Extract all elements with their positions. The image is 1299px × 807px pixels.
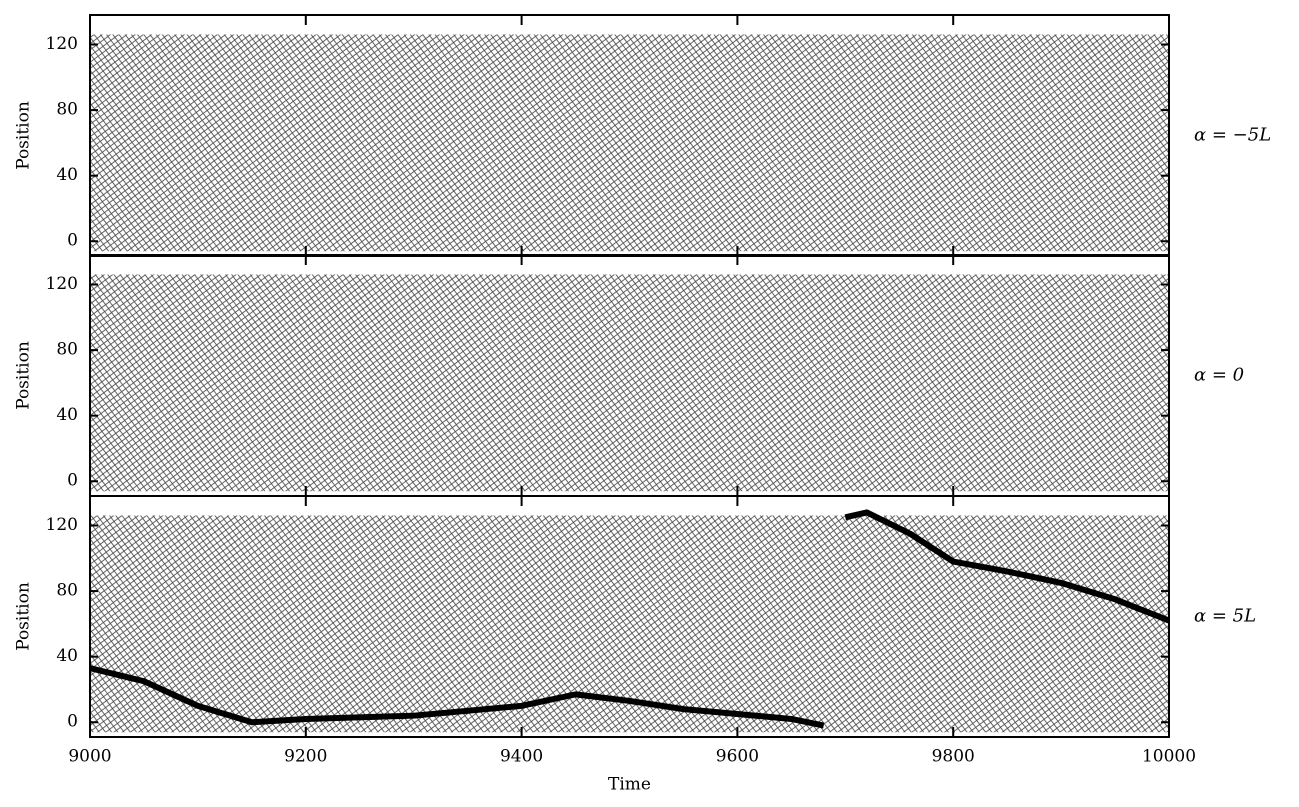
y-tick-label: 40 xyxy=(56,165,78,185)
x-tick-label: 9200 xyxy=(284,747,327,767)
y-tick-label: 80 xyxy=(56,340,78,360)
y-tick-label: 0 xyxy=(67,712,78,732)
x-tick-label: 9600 xyxy=(716,747,759,767)
annotation: α = 0 xyxy=(1194,365,1244,386)
y-axis-label: Position xyxy=(14,101,34,170)
annotation: α = −5L xyxy=(1194,125,1271,146)
trajectory-texture xyxy=(90,274,1169,492)
y-tick-label: 40 xyxy=(56,646,78,666)
trajectory-line xyxy=(89,509,1171,729)
trajectory-texture xyxy=(90,34,1169,252)
x-tick-label: 9800 xyxy=(932,747,975,767)
x-tick-label: 10000 xyxy=(1142,747,1196,767)
y-axis-label: Position xyxy=(14,582,34,651)
y-tick-label: 0 xyxy=(67,471,78,491)
y-tick-label: 0 xyxy=(67,231,78,251)
panel-frame xyxy=(89,495,1170,738)
y-tick-label: 120 xyxy=(46,34,78,54)
y-tick-label: 40 xyxy=(56,405,78,425)
y-tick-label: 80 xyxy=(56,100,78,120)
y-tick-label: 120 xyxy=(46,515,78,535)
x-axis-label: Time xyxy=(608,775,651,795)
annotation: α = 5L xyxy=(1194,606,1256,627)
x-tick-label: 9000 xyxy=(68,747,111,767)
trajectory-texture xyxy=(90,515,1169,733)
y-axis-label: Position xyxy=(14,341,34,410)
x-tick-label: 9400 xyxy=(500,747,543,767)
y-tick-label: 80 xyxy=(56,581,78,601)
y-tick-label: 120 xyxy=(46,274,78,294)
